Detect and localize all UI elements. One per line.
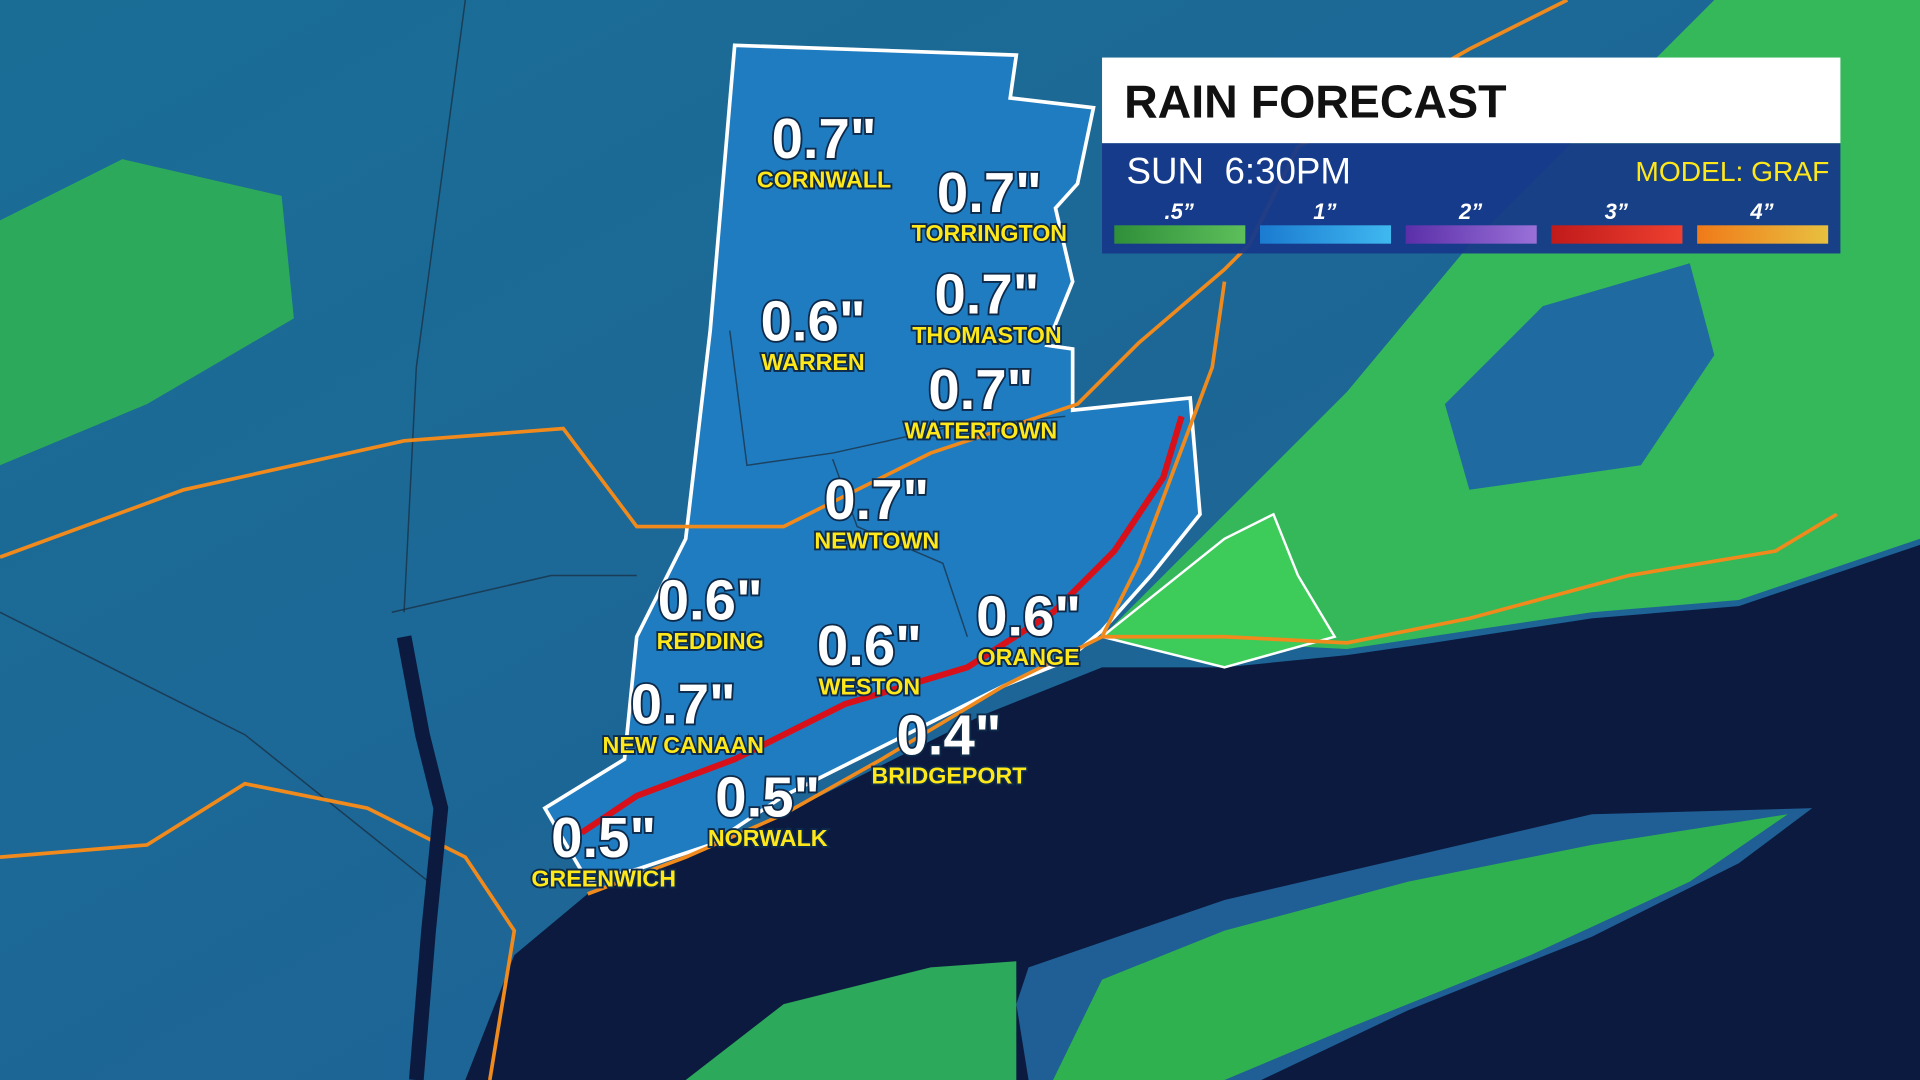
- rain-amount: 0.6": [817, 614, 922, 677]
- legend-label: 3”: [1605, 199, 1628, 224]
- city-name: CORNWALL: [757, 166, 891, 192]
- city-name: NEW CANAAN: [603, 732, 764, 758]
- river: [396, 635, 449, 1080]
- rain-amount: 0.5": [551, 806, 656, 869]
- legend-label: 2”: [1458, 199, 1482, 224]
- highway: [1100, 281, 1227, 638]
- legend-swatch: [1114, 225, 1246, 244]
- city-name: GREENWICH: [531, 866, 676, 892]
- rain-area: [685, 961, 1017, 1080]
- rain-amount: 0.6": [976, 585, 1081, 648]
- model: MODEL: GRAF: [1635, 156, 1829, 187]
- state-border: [403, 0, 467, 613]
- rain-amount: 0.7": [631, 673, 736, 736]
- county-border: [831, 458, 969, 637]
- rain-amount: 0.5": [715, 766, 820, 829]
- rain-amount: 0.7": [937, 161, 1042, 224]
- rain-area: [0, 159, 294, 466]
- highway: [0, 781, 517, 1080]
- rain-amount: 0.7": [772, 107, 877, 170]
- state-border: [0, 611, 430, 883]
- state-border: [391, 574, 637, 613]
- highway: [587, 512, 1838, 896]
- legend-swatch: [1697, 225, 1829, 244]
- title: RAIN FORECAST: [1124, 76, 1506, 128]
- city-name: WATERTOWN: [904, 417, 1057, 443]
- rain-amount: 0.6": [658, 569, 763, 632]
- rain-amount: 0.6": [761, 289, 866, 352]
- city-name: WARREN: [761, 349, 864, 375]
- city-name: TORRINGTON: [912, 220, 1067, 246]
- city-name: BRIDGEPORT: [871, 763, 1026, 789]
- city-name: THOMASTON: [912, 322, 1061, 348]
- city-labels: 0.7"CORNWALL 0.7"TORRINGTON0.6"WARREN0.7"…: [530, 105, 1083, 893]
- city-name: WESTON: [819, 673, 921, 699]
- city-name: NORWALK: [708, 825, 828, 851]
- city-name: REDDING: [657, 628, 764, 654]
- city-name: ORANGE: [978, 644, 1080, 670]
- legend-label: .5”: [1164, 199, 1193, 224]
- legend-swatch: [1405, 225, 1537, 244]
- header-box: [1102, 57, 1841, 144]
- lighter-area: [1444, 263, 1715, 490]
- rain-area: [1099, 512, 1337, 669]
- heavy-rain-line: [579, 415, 1185, 836]
- county-border: [729, 330, 1066, 467]
- long-island: [1053, 814, 1788, 1080]
- rain-amount: 0.7": [928, 358, 1033, 421]
- time: SUN 6:30PM: [1127, 151, 1351, 192]
- legend-label: 1”: [1313, 199, 1336, 224]
- legend: .5” 1” 2” 3” 4”: [1114, 199, 1829, 244]
- highway: [0, 243, 1251, 559]
- rain-amount: 0.7": [824, 468, 929, 531]
- rain-amount: 0.4": [896, 703, 1001, 766]
- legend-swatch: [1551, 225, 1683, 244]
- rain-amount: 0.7": [934, 262, 1039, 325]
- legend-label: 4”: [1749, 199, 1773, 224]
- city-name: NEWTOWN: [814, 528, 939, 554]
- legend-swatch: [1260, 225, 1392, 244]
